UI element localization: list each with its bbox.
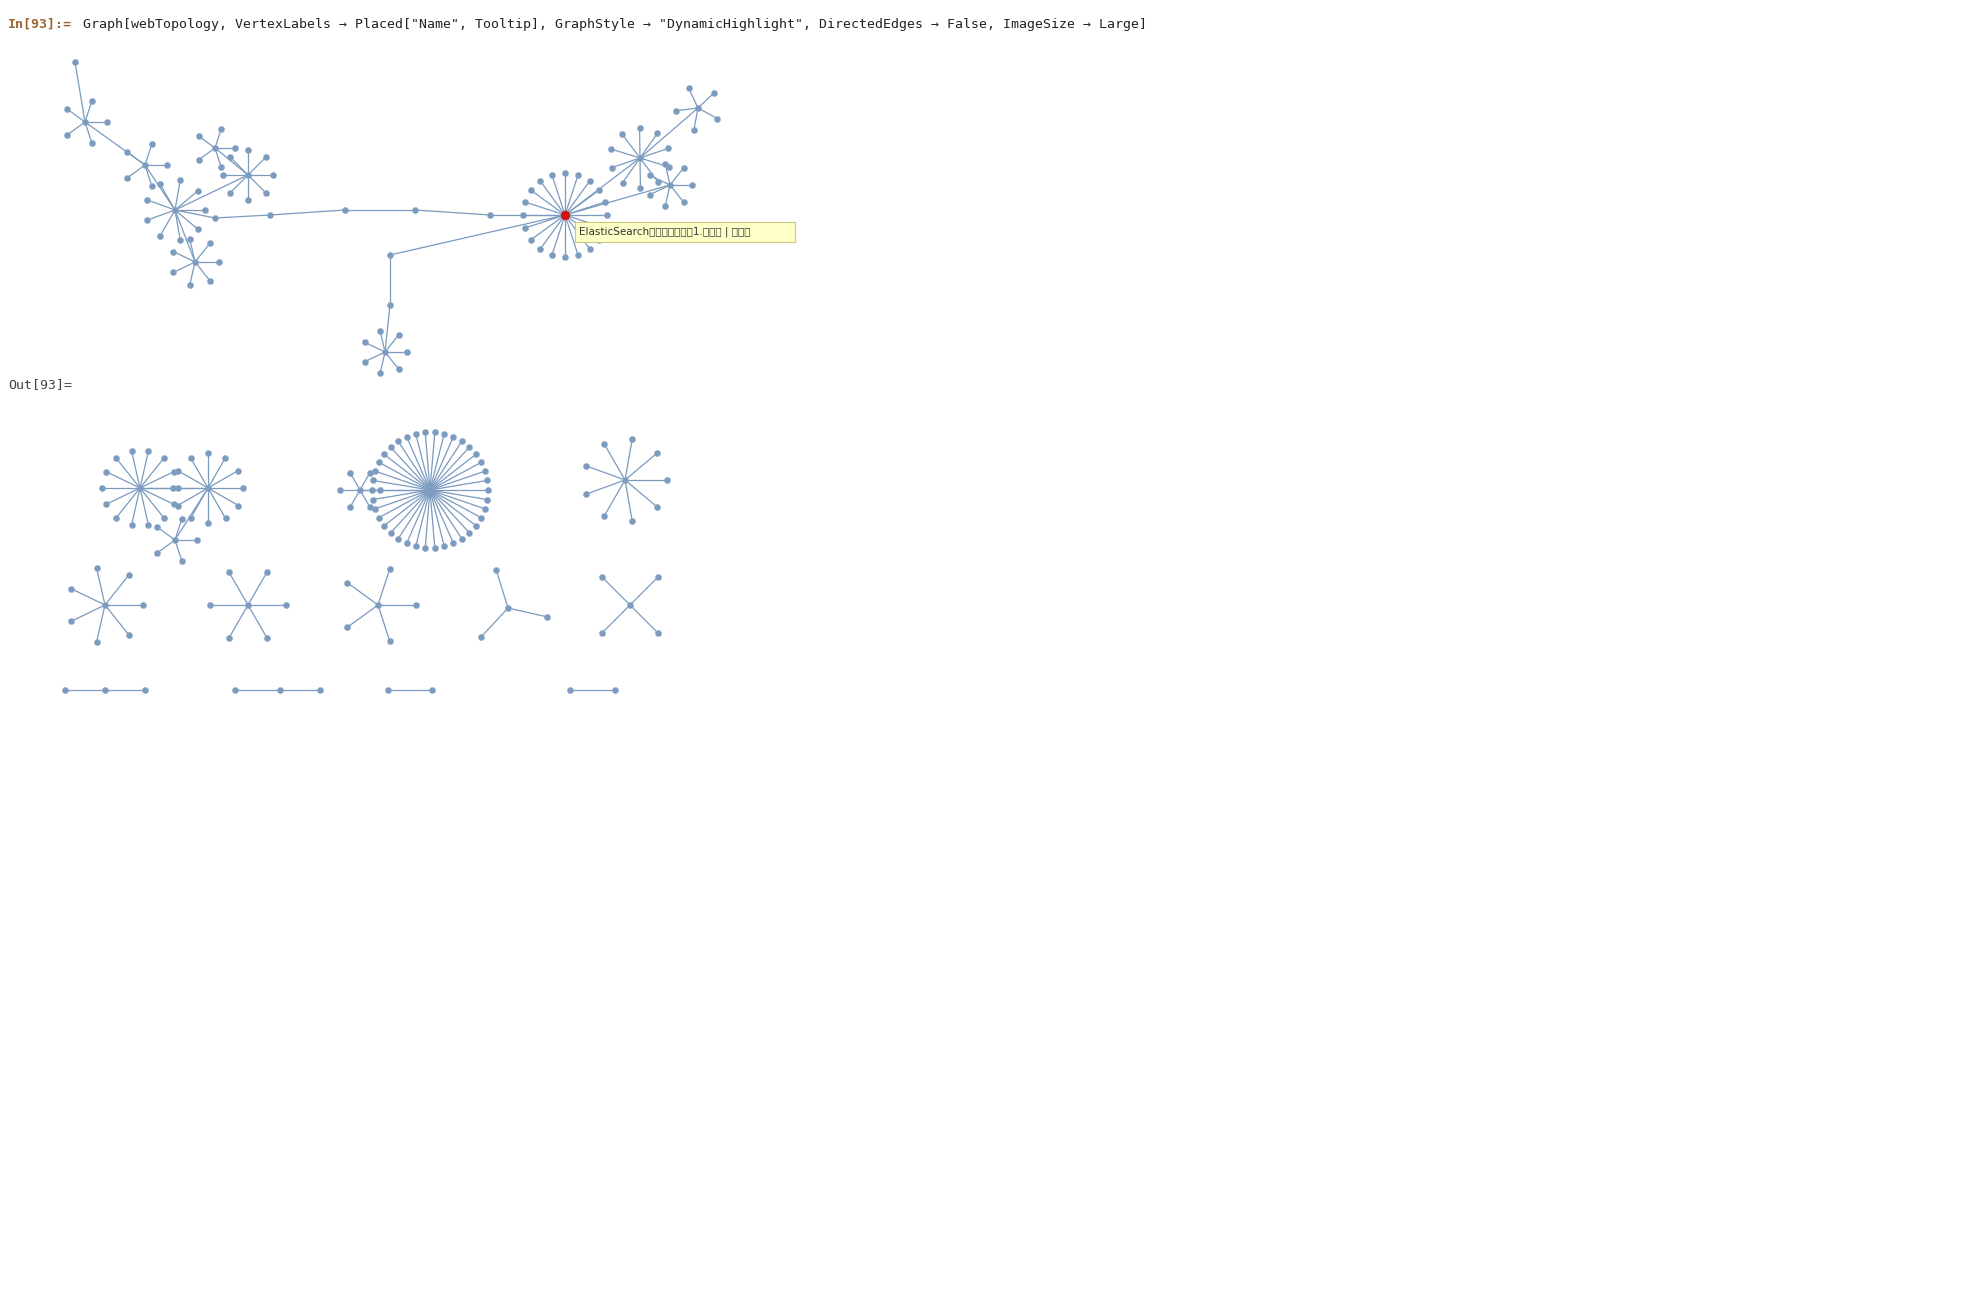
- Text: Graph[webTopology, VertexLabels → Placed["Name", Tooltip], GraphStyle → "Dynamic: Graph[webTopology, VertexLabels → Placed…: [75, 18, 1146, 31]
- Text: Out[93]=: Out[93]=: [8, 378, 73, 391]
- FancyBboxPatch shape: [575, 222, 795, 242]
- Text: ElasticSearch本地搜索系统（1.调研） | 论文范: ElasticSearch本地搜索系统（1.调研） | 论文范: [579, 226, 750, 237]
- Text: In[93]:=: In[93]:=: [8, 18, 73, 31]
